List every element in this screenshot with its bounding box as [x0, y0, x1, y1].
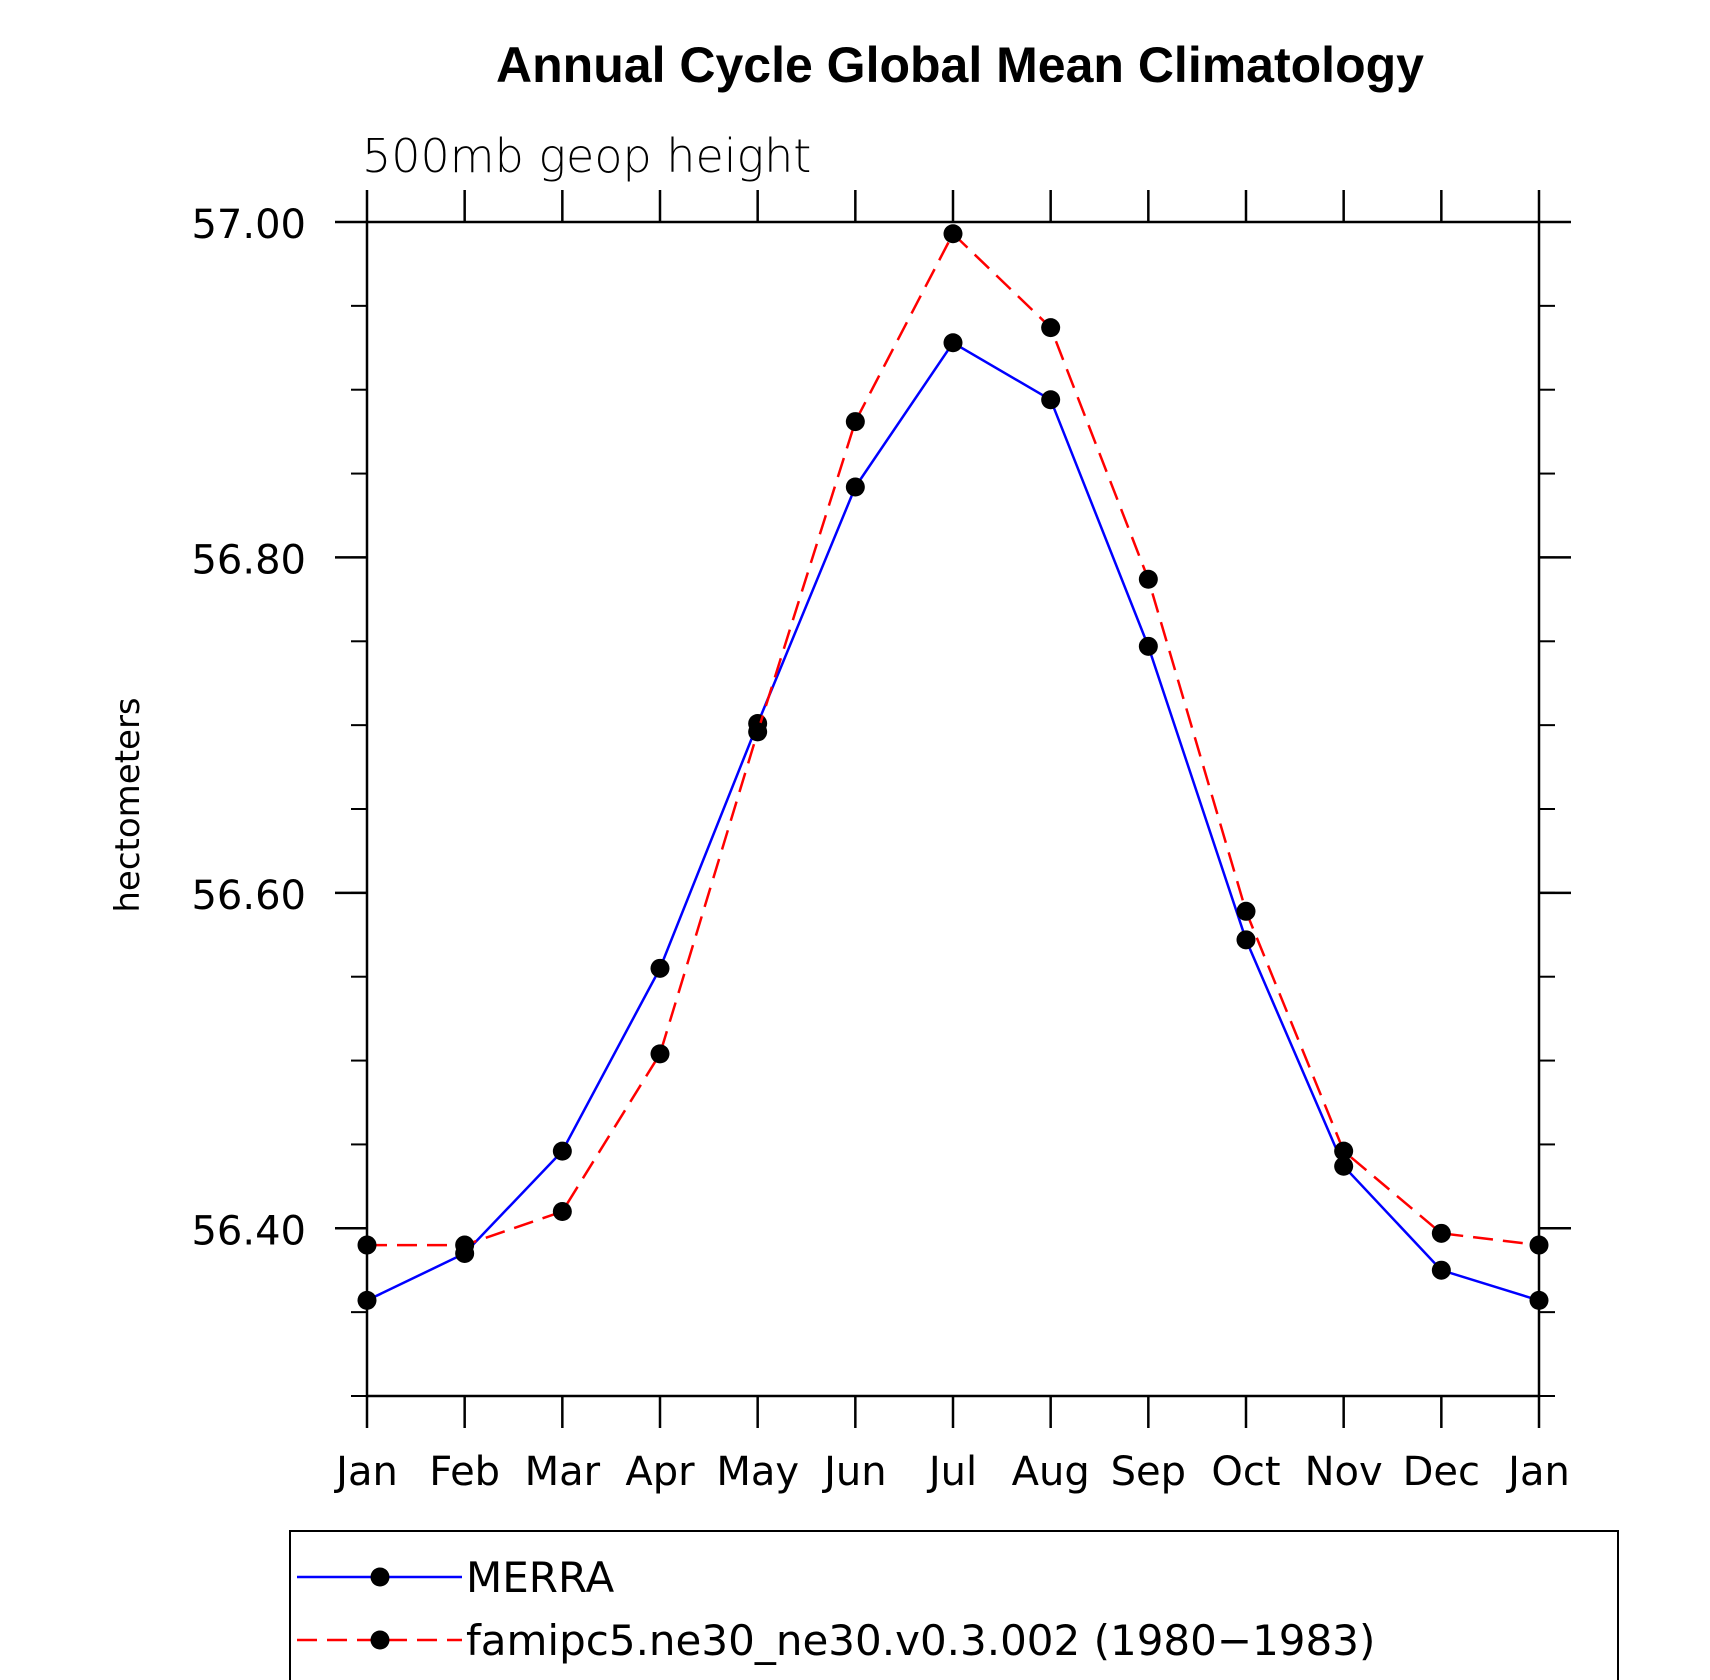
data-point: [552, 1141, 572, 1161]
data-point: [943, 224, 963, 244]
data-point: [455, 1235, 475, 1255]
x-tick-label: Aug: [1012, 1449, 1090, 1495]
legend-marker: [370, 1630, 390, 1650]
data-point: [357, 1235, 377, 1255]
data-point: [845, 412, 865, 432]
data-point: [552, 1202, 572, 1222]
legend: MERRA famipc5.ne30_ne30.v0.3.002 (1980−19…: [289, 1530, 1619, 1680]
data-point: [1529, 1290, 1549, 1310]
y-tick-label: 57.00: [191, 202, 306, 248]
chart-subtitle: 500mb geop height: [362, 129, 811, 183]
legend-label: MERRA: [466, 1553, 614, 1602]
legend-label: famipc5.ne30_ne30.v0.3.002 (1980−1983): [466, 1616, 1375, 1665]
chart-title: Annual Cycle Global Mean Climatology: [496, 37, 1424, 93]
data-point: [1431, 1223, 1451, 1243]
axes: Jan Feb Mar Apr May Jun Jul Aug Sep Oct Nov Dec Jan 5…: [191, 190, 1571, 1495]
x-tick-label: Jan: [1505, 1449, 1570, 1495]
legend-items: MERRA famipc5.ne30_ne30.v0.3.002 (1980−19…: [297, 1553, 1375, 1665]
x-tick-label: Sep: [1111, 1449, 1186, 1495]
data-point: [1334, 1156, 1354, 1176]
x-tick-label: May: [716, 1449, 799, 1495]
legend-box: [289, 1530, 1619, 1680]
legend-marker: [370, 1567, 390, 1587]
x-tick-label: Dec: [1403, 1449, 1480, 1495]
series-group: [357, 224, 1549, 1310]
x-tick-label: Jun: [821, 1449, 887, 1495]
x-tick-label: Nov: [1305, 1449, 1383, 1495]
data-point: [1236, 901, 1256, 921]
data-point: [845, 477, 865, 497]
series-line: [367, 231, 1540, 1247]
data-point: [1138, 636, 1158, 656]
x-tick-label: Feb: [429, 1449, 500, 1495]
series-0: [357, 333, 1549, 1310]
series-line: [366, 341, 1540, 1302]
x-tick-label: Jul: [926, 1449, 977, 1495]
x-tick-label: Oct: [1211, 1449, 1280, 1495]
data-point: [1529, 1235, 1549, 1255]
data-point: [1041, 318, 1061, 338]
data-point: [943, 333, 963, 353]
data-point: [650, 1044, 670, 1064]
y-tick-label: 56.40: [191, 1208, 306, 1254]
x-tick-label: Apr: [625, 1449, 695, 1495]
plot-frame: [365, 220, 1541, 1398]
data-point: [1236, 930, 1256, 950]
x-tick-label: Mar: [525, 1449, 601, 1495]
data-point: [748, 722, 768, 742]
data-point: [1138, 569, 1158, 589]
x-tick-label: Jan: [333, 1449, 398, 1495]
y-axis-label: hectometers: [108, 697, 148, 912]
y-tick-label: 56.80: [191, 537, 306, 583]
data-point: [650, 958, 670, 978]
data-point: [357, 1290, 377, 1310]
series-1: [357, 224, 1549, 1255]
data-point: [1431, 1260, 1451, 1280]
y-tick-label: 56.60: [191, 873, 306, 919]
data-point: [1334, 1141, 1354, 1161]
data-point: [1041, 390, 1061, 410]
